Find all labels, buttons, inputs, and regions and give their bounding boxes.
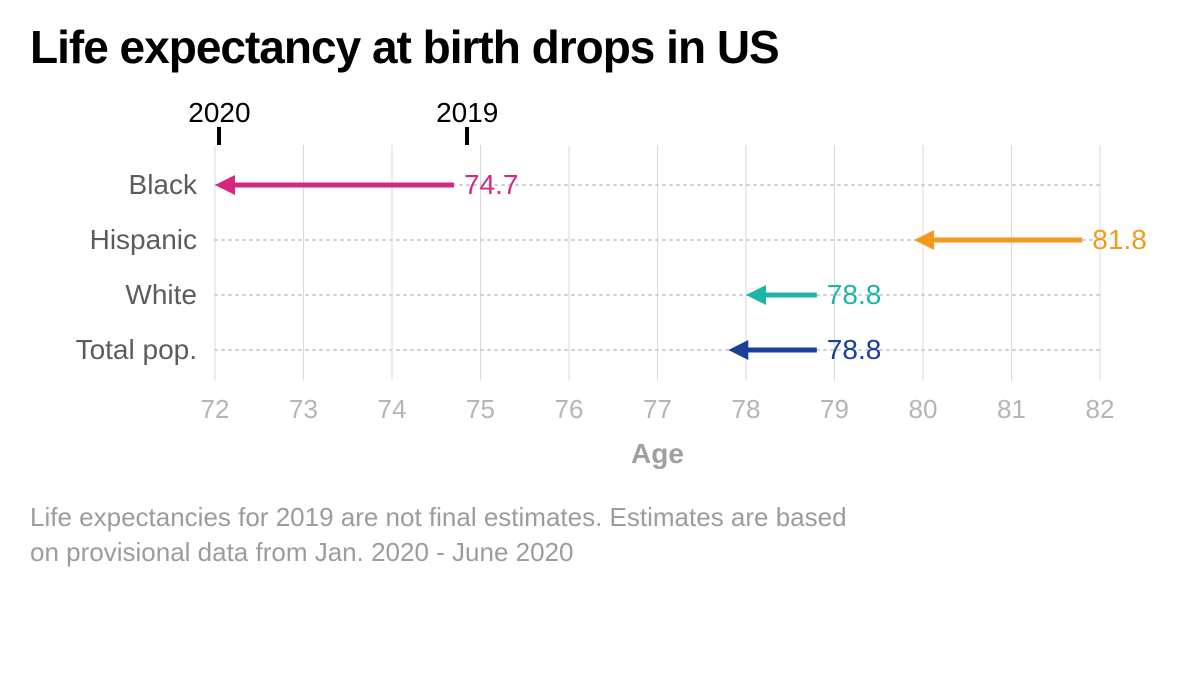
year-label-2020: 2020 [188,97,250,129]
x-tick-label: 72 [201,394,230,425]
x-tick-label: 82 [1086,394,1115,425]
x-tick-label: 77 [643,394,672,425]
category-label: Hispanic [90,224,197,256]
chart-title: Life expectancy at birth drops in US [30,20,779,74]
value-label: 78.8 [827,279,882,311]
category-label: White [125,279,197,311]
footnote: Life expectancies for 2019 are not final… [30,500,847,570]
category-label: Black [129,169,197,201]
value-label: 74.7 [464,169,519,201]
value-label: 78.8 [827,334,882,366]
x-tick-label: 79 [820,394,849,425]
plot-area: 74.7Black81.8Hispanic78.8White78.8Total … [215,145,1100,435]
x-tick-label: 81 [997,394,1026,425]
plot-svg [215,145,1100,435]
footnote-line2: on provisional data from Jan. 2020 - Jun… [30,537,573,567]
value-label: 81.8 [1092,224,1147,256]
year-label-2019-tick [465,127,469,145]
x-axis-title: Age [631,438,684,470]
x-tick-label: 73 [289,394,318,425]
x-tick-label: 75 [466,394,495,425]
x-tick-label: 74 [378,394,407,425]
footnote-line1: Life expectancies for 2019 are not final… [30,502,847,532]
x-tick-label: 78 [732,394,761,425]
chart-container: Life expectancy at birth drops in US 74.… [0,0,1200,675]
year-label-2020-tick [217,127,221,145]
category-label: Total pop. [76,334,197,366]
x-tick-label: 80 [909,394,938,425]
year-label-2019: 2019 [436,97,498,129]
x-tick-label: 76 [555,394,584,425]
